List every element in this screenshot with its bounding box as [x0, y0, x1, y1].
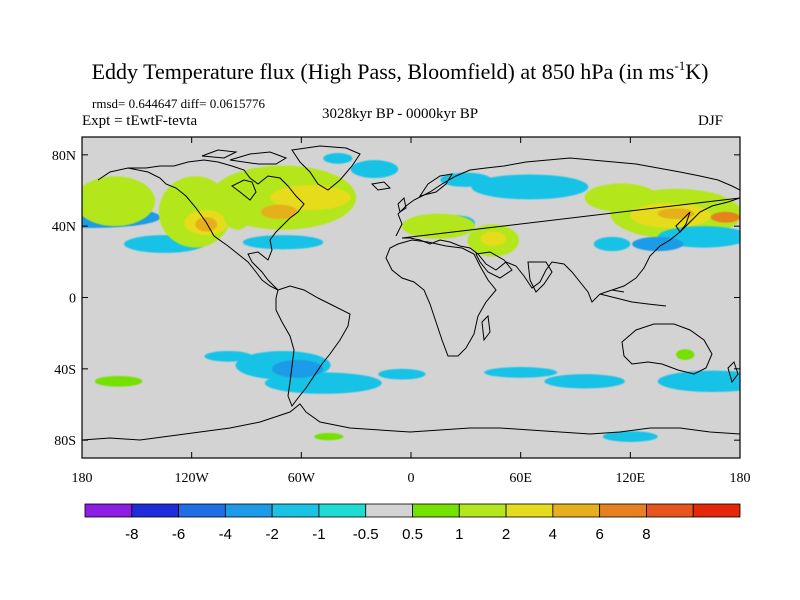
lon-tick-label-2: 60W — [288, 471, 316, 486]
lon-tick-label-0: 180 — [72, 471, 93, 486]
anomaly-patch-36 — [94, 375, 143, 387]
anomaly-patch-3 — [82, 176, 156, 227]
colorbar-label-11: 8 — [642, 526, 650, 543]
anomaly-patch-8 — [270, 185, 351, 211]
coastlines — [82, 145, 740, 441]
lon-tick-label-4: 60E — [509, 471, 532, 486]
plot-title-text: Eddy Temperature flux (High Pass, Bloomf… — [91, 59, 675, 84]
anomaly-patch-16 — [401, 213, 475, 239]
experiment-label: Expt = tEwtF-tevta — [82, 113, 198, 129]
lat-tick-label-1: 40N — [52, 220, 76, 235]
anomaly-patch-10 — [222, 194, 252, 230]
season-label: DJF — [698, 113, 724, 129]
colorbar-label-3: -2 — [265, 526, 278, 543]
plot-title-superscript: -1 — [674, 58, 686, 73]
colorbar-label-8: 2 — [502, 526, 510, 543]
colorbar: -8 -6 -4 -2 -1 -0.5 0.5 1 2 4 6 8 — [84, 503, 741, 543]
colorbar-swatch-1 — [131, 503, 179, 518]
anomaly-patch-30 — [378, 368, 426, 380]
colorbar-swatch-6 — [365, 503, 413, 518]
lon-tick-label-6: 180 — [730, 471, 751, 486]
lat-tick-label-3: 40S — [54, 363, 76, 378]
anomaly-patch-31 — [484, 367, 558, 378]
anomaly-patch-34 — [204, 351, 252, 362]
anomaly-patch-35 — [602, 431, 658, 442]
colorbar-swatch-7 — [412, 503, 460, 518]
anomaly-patch-12 — [350, 160, 399, 179]
colorbar-swatch-8 — [458, 503, 507, 518]
anomaly-patch-26 — [593, 236, 631, 252]
colorbar-swatch-5 — [318, 503, 367, 518]
colorbar-swatch-11 — [599, 503, 647, 518]
anomaly-patch-14 — [471, 174, 589, 200]
anomaly-patch-38 — [314, 433, 344, 441]
rmsd-diff-stats: rmsd= 0.644647 diff= 0.0615776 — [92, 96, 265, 111]
lon-tick-label-1: 120W — [175, 471, 210, 486]
anomaly-field — [82, 153, 740, 442]
colorbar-swatch-9 — [505, 503, 554, 518]
colorbar-swatch-4 — [271, 503, 320, 518]
colorbar-label-7: 1 — [455, 526, 463, 543]
anomaly-patch-37 — [676, 349, 695, 360]
longitude-axis: 180 120W 60W 0 60E 120E 180 — [72, 137, 751, 486]
colorbar-swatch-2 — [178, 503, 226, 518]
anomaly-patch-25 — [632, 236, 684, 252]
lat-tick-label-2: 0 — [69, 292, 76, 307]
anomaly-patch-11 — [323, 153, 353, 164]
colorbar-label-2: -4 — [219, 526, 232, 543]
colorbar-swatch-12 — [646, 503, 694, 518]
anomaly-patch-9 — [261, 204, 298, 220]
anomaly-patch-28 — [264, 372, 382, 394]
anomaly-patch-32 — [544, 374, 625, 389]
anomaly-patch-6 — [195, 217, 218, 232]
colorbar-label-5: -0.5 — [353, 526, 379, 543]
colorbar-label-4: -1 — [312, 526, 325, 543]
colorbar-label-1: -6 — [172, 526, 185, 543]
anomaly-patch-23 — [710, 211, 740, 223]
latitude-axis: 80N 40N 0 40S 80S — [52, 149, 740, 449]
colorbar-swatch-3 — [224, 503, 273, 518]
colorbar-label-0: -8 — [125, 526, 138, 543]
lon-tick-label-3: 0 — [408, 471, 415, 486]
colorbar-label-9: 4 — [549, 526, 557, 543]
colorbar-swatch-13 — [692, 503, 741, 518]
plot-title-tail: K) — [685, 59, 709, 84]
lat-tick-label-4: 80S — [54, 434, 76, 449]
anomaly-patch-29 — [272, 359, 324, 378]
anomaly-patch-2 — [242, 235, 324, 250]
colorbar-swatch-10 — [552, 503, 601, 518]
anomaly-patch-33 — [657, 370, 740, 393]
colorbar-label-6: 0.5 — [402, 526, 423, 543]
lon-tick-label-5: 120E — [616, 471, 646, 486]
anomaly-patch-18 — [480, 231, 507, 246]
plot-title: Eddy Temperature flux (High Pass, Bloomf… — [0, 58, 800, 85]
period-label: 3028kyr BP - 0000kyr BP — [322, 106, 479, 122]
colorbar-swatch-0 — [84, 503, 133, 518]
colorbar-label-10: 6 — [595, 526, 603, 543]
lat-tick-label-0: 80N — [52, 149, 76, 164]
